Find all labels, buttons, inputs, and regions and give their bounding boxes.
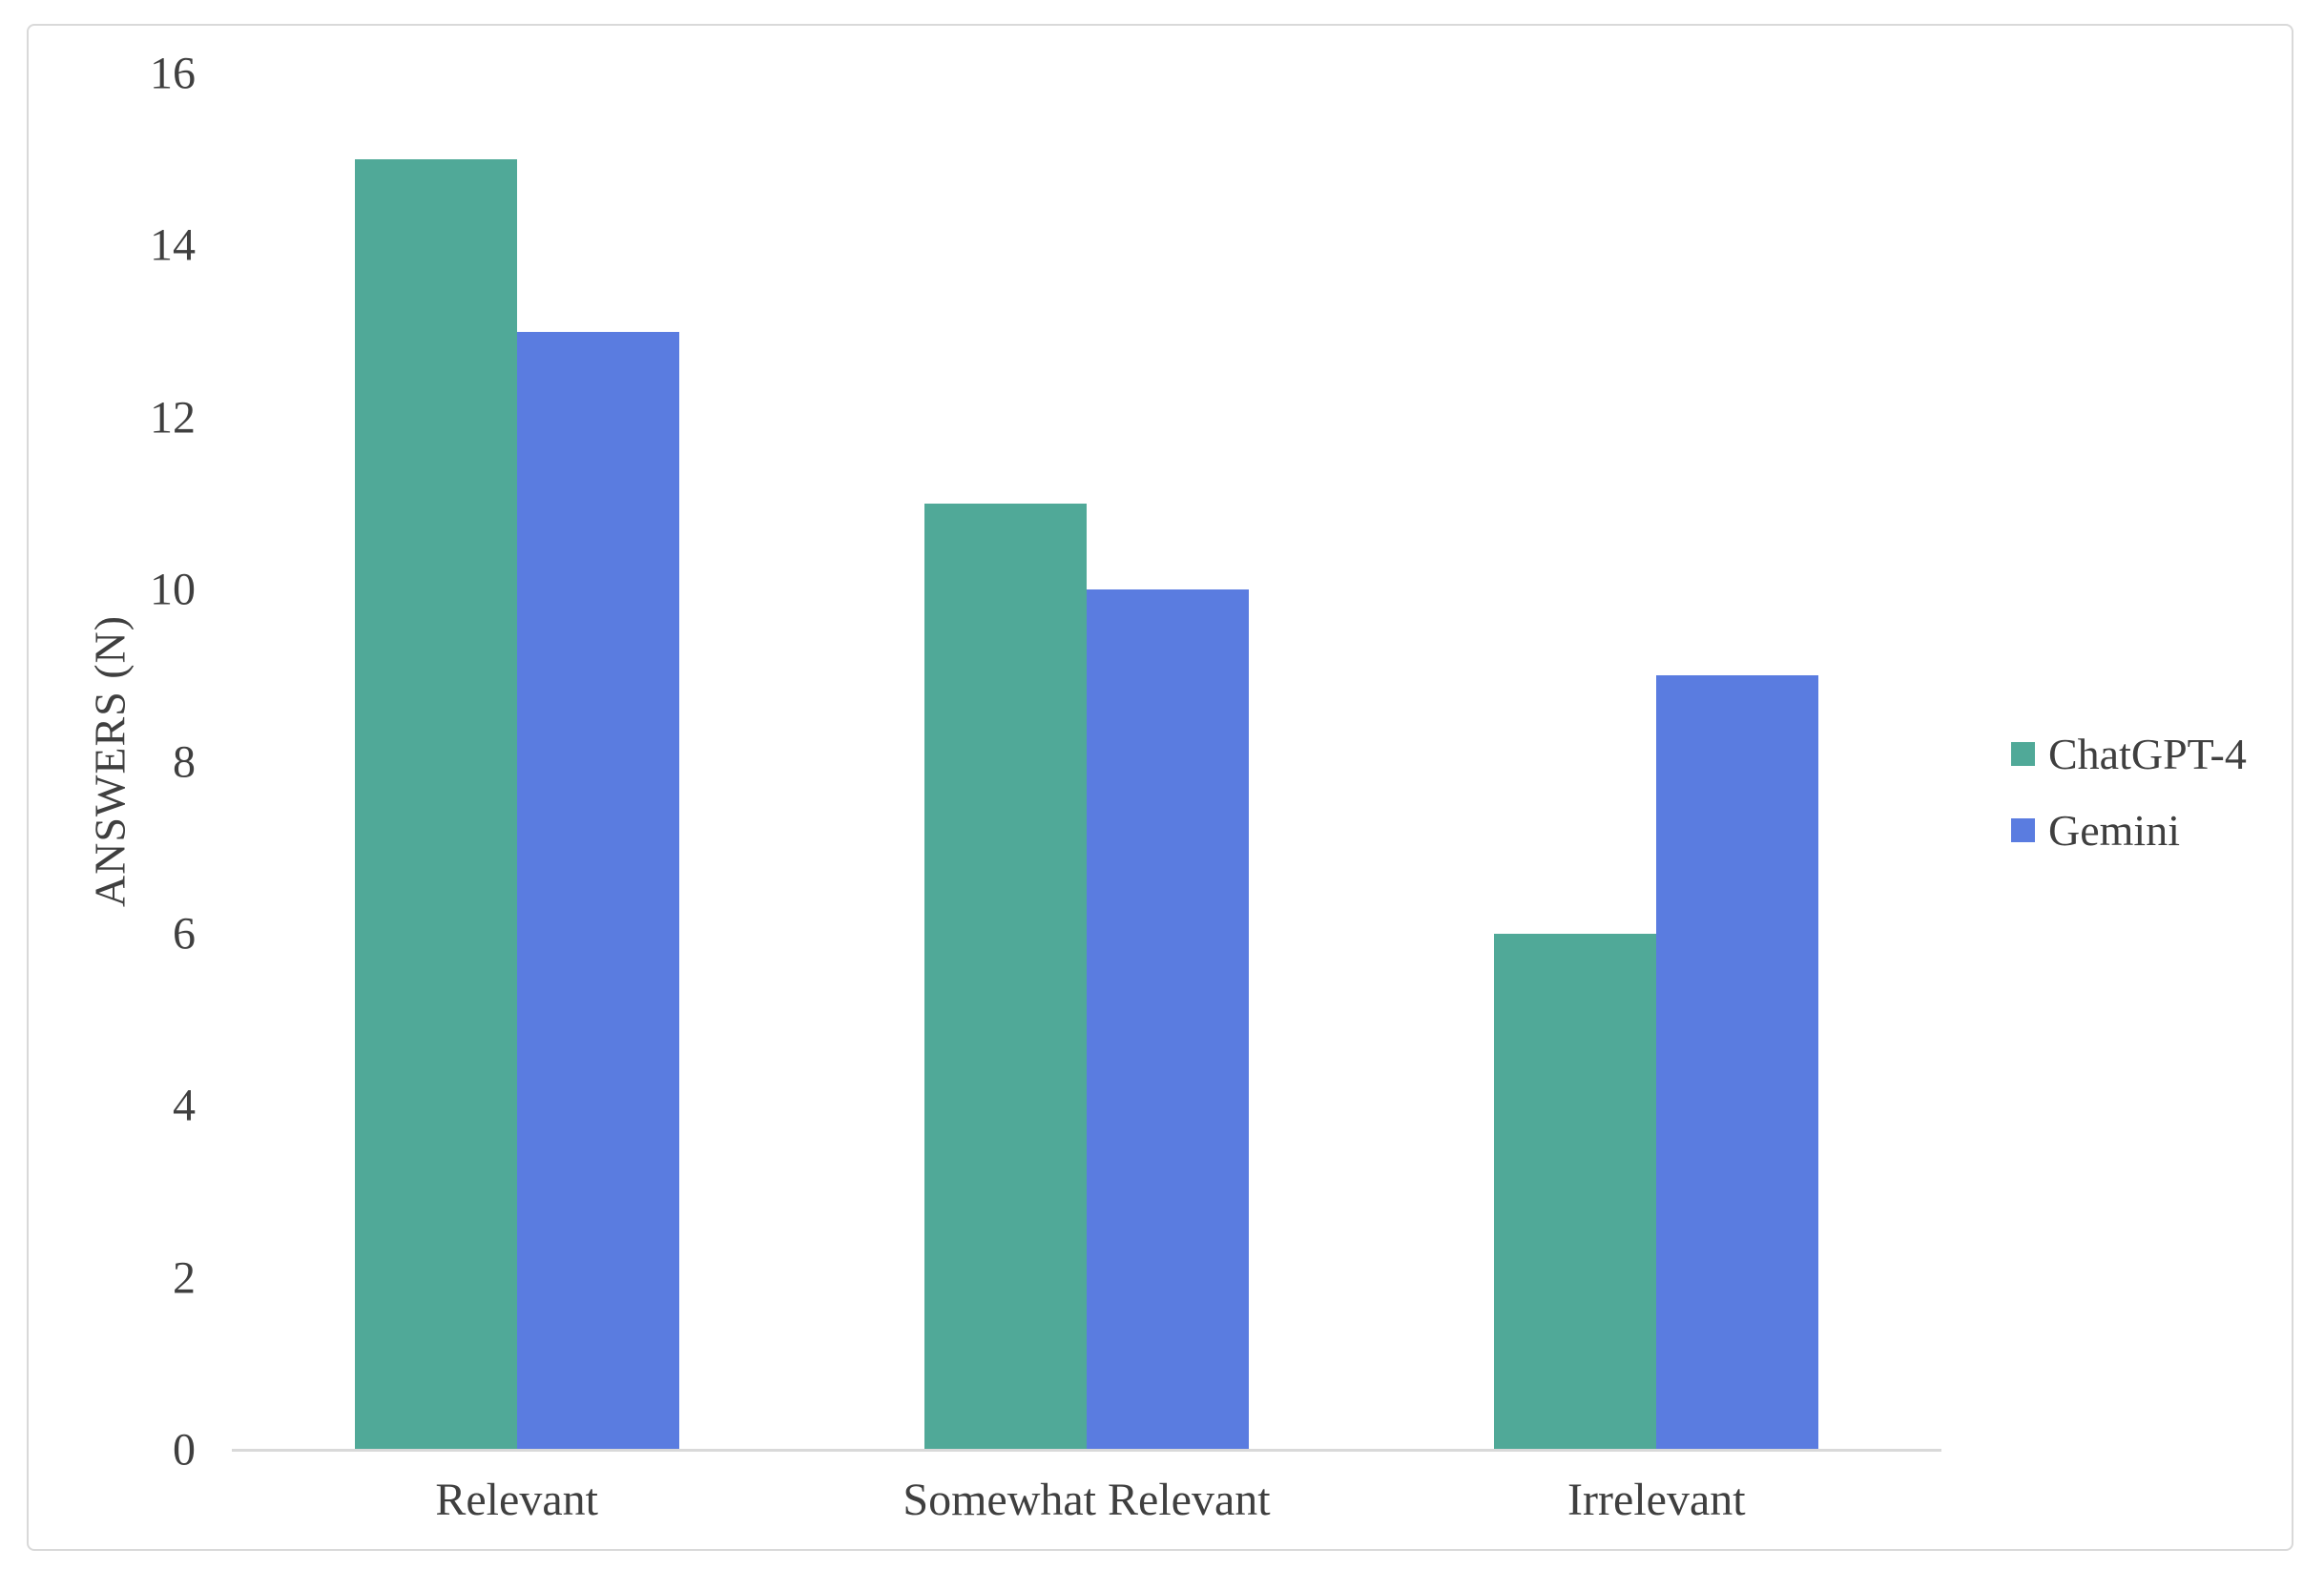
y-tick-label-0: 0 (173, 1424, 196, 1476)
x-axis-line (232, 1449, 1941, 1452)
x-category-label-somewhat-relevant: Somewhat Relevant (903, 1475, 1271, 1525)
bar-chatgpt-4-relevant (354, 159, 517, 1450)
legend-label-gemini: Gemini (2048, 805, 2180, 855)
y-tick-label-4: 4 (173, 1080, 196, 1131)
x-category-label-irrelevant: Irrelevant (1567, 1475, 1746, 1525)
legend: ChatGPT-4 Gemini (2011, 729, 2247, 855)
y-tick-label-14: 14 (150, 219, 196, 271)
x-category-label-relevant: Relevant (435, 1475, 598, 1525)
y-tick-label-10: 10 (150, 564, 196, 615)
bar-gemini-somewhat-relevant (1087, 589, 1249, 1450)
legend-label-chatgpt-4: ChatGPT-4 (2048, 729, 2247, 778)
bar-chatgpt-4-somewhat-relevant (924, 503, 1087, 1450)
y-tick-label-12: 12 (150, 392, 196, 444)
bar-gemini-relevant (516, 331, 679, 1450)
bar-gemini-irrelevant (1656, 675, 1819, 1450)
bar-chatgpt-4-irrelevant (1494, 933, 1657, 1450)
y-tick-label-6: 6 (173, 908, 196, 960)
legend-color-swatch-chatgpt-4 (2011, 741, 2035, 766)
y-tick-label-8: 8 (173, 736, 196, 787)
legend-item-chatgpt-4: ChatGPT-4 (2011, 729, 2247, 778)
legend-item-gemini: Gemini (2011, 805, 2247, 855)
legend-color-swatch-gemini (2011, 817, 2035, 842)
y-tick-label-16: 16 (150, 48, 196, 99)
y-tick-label-2: 2 (173, 1252, 196, 1304)
plot-area (232, 73, 1941, 1450)
